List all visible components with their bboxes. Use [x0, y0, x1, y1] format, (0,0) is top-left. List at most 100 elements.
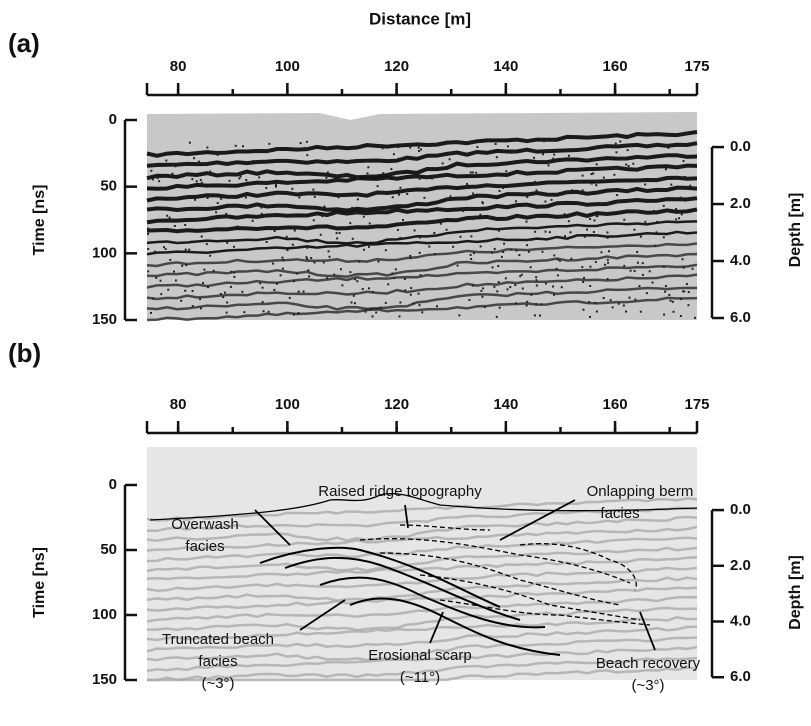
y2-tick-label: 0.0 [730, 501, 751, 518]
speckle [633, 228, 636, 231]
speckle [500, 255, 503, 258]
speckle [645, 292, 648, 295]
speckle [356, 280, 359, 283]
speckle [349, 271, 352, 274]
speckle [238, 177, 241, 180]
speckle [367, 287, 370, 290]
speckle [689, 184, 692, 187]
speckle [583, 276, 586, 279]
speckle [603, 263, 606, 266]
speckle [194, 198, 197, 201]
radargram [146, 447, 698, 682]
speckle [216, 202, 219, 205]
speckle [173, 224, 176, 227]
speckle [679, 196, 682, 199]
speckle [184, 223, 187, 226]
speckle [265, 240, 268, 243]
speckle [525, 304, 528, 307]
reflector [146, 130, 698, 158]
speckle [293, 229, 296, 232]
speckle [418, 304, 421, 307]
speckle [252, 160, 255, 163]
speckle [153, 163, 156, 166]
reflector [146, 625, 698, 653]
speckle [188, 141, 191, 144]
speckle [533, 314, 536, 317]
speckle [203, 217, 206, 220]
speckle [236, 225, 239, 228]
speckle [243, 311, 246, 314]
speckle [493, 247, 496, 250]
speckle [147, 270, 150, 273]
x-tick-label: 175 [684, 396, 709, 413]
speckle [398, 315, 401, 318]
y2-tick-label: 0.0 [730, 138, 751, 155]
speckle [691, 267, 694, 270]
speckle [341, 208, 344, 211]
speckle [239, 175, 242, 178]
speckle [223, 185, 226, 188]
annotation: (~11°) [400, 669, 440, 686]
speckle [428, 245, 431, 248]
speckle [393, 204, 396, 207]
speckle [367, 245, 370, 248]
speckle [279, 274, 282, 277]
speckle [156, 177, 159, 180]
annotation: Erosional scarp [368, 647, 471, 664]
speckle [391, 196, 394, 199]
speckle [590, 182, 593, 185]
reflector [146, 141, 698, 168]
speckle [312, 188, 315, 191]
speckle [480, 289, 483, 292]
speckle [147, 227, 150, 230]
speckle [225, 311, 228, 314]
speckle [668, 293, 671, 296]
speckle [168, 219, 171, 222]
speckle [553, 254, 556, 257]
speckle [662, 265, 665, 268]
speckle [375, 311, 378, 314]
speckle [495, 156, 498, 159]
speckle [595, 163, 598, 166]
speckle [683, 290, 686, 293]
speckle [242, 145, 245, 148]
speckle [519, 275, 522, 278]
x-tick-label: 140 [493, 396, 518, 413]
speckle [390, 168, 393, 171]
speckle [291, 243, 294, 246]
interpretation-lines [149, 493, 698, 656]
speckle [163, 227, 166, 230]
speckle [623, 264, 626, 267]
speckle [296, 147, 299, 150]
y-tick-label: 50 [100, 178, 117, 195]
speckle [333, 273, 336, 276]
reflector [146, 525, 698, 552]
speckle [535, 189, 538, 192]
speckle [382, 172, 385, 175]
speckle [215, 211, 218, 214]
speckle [321, 215, 324, 218]
radargram [146, 110, 698, 322]
y2-tick-label: 2.0 [730, 195, 751, 212]
speckle [399, 236, 402, 239]
reflector [146, 497, 698, 522]
speckle [337, 196, 340, 199]
speckle [530, 239, 533, 242]
reflector [146, 273, 698, 301]
reflector [147, 666, 698, 682]
speckle [535, 284, 538, 287]
speckle [593, 219, 596, 222]
speckle [349, 222, 352, 225]
speckle [484, 239, 487, 242]
speckle [556, 258, 559, 261]
speckle [230, 270, 233, 273]
speckle [241, 290, 244, 293]
speckle [506, 288, 509, 291]
speckle [394, 268, 397, 271]
speckle [288, 296, 291, 299]
speckle [364, 310, 367, 313]
speckle [297, 290, 300, 293]
speckle [282, 259, 285, 262]
speckle [351, 206, 354, 209]
y2-tick-label: 6.0 [730, 309, 751, 326]
